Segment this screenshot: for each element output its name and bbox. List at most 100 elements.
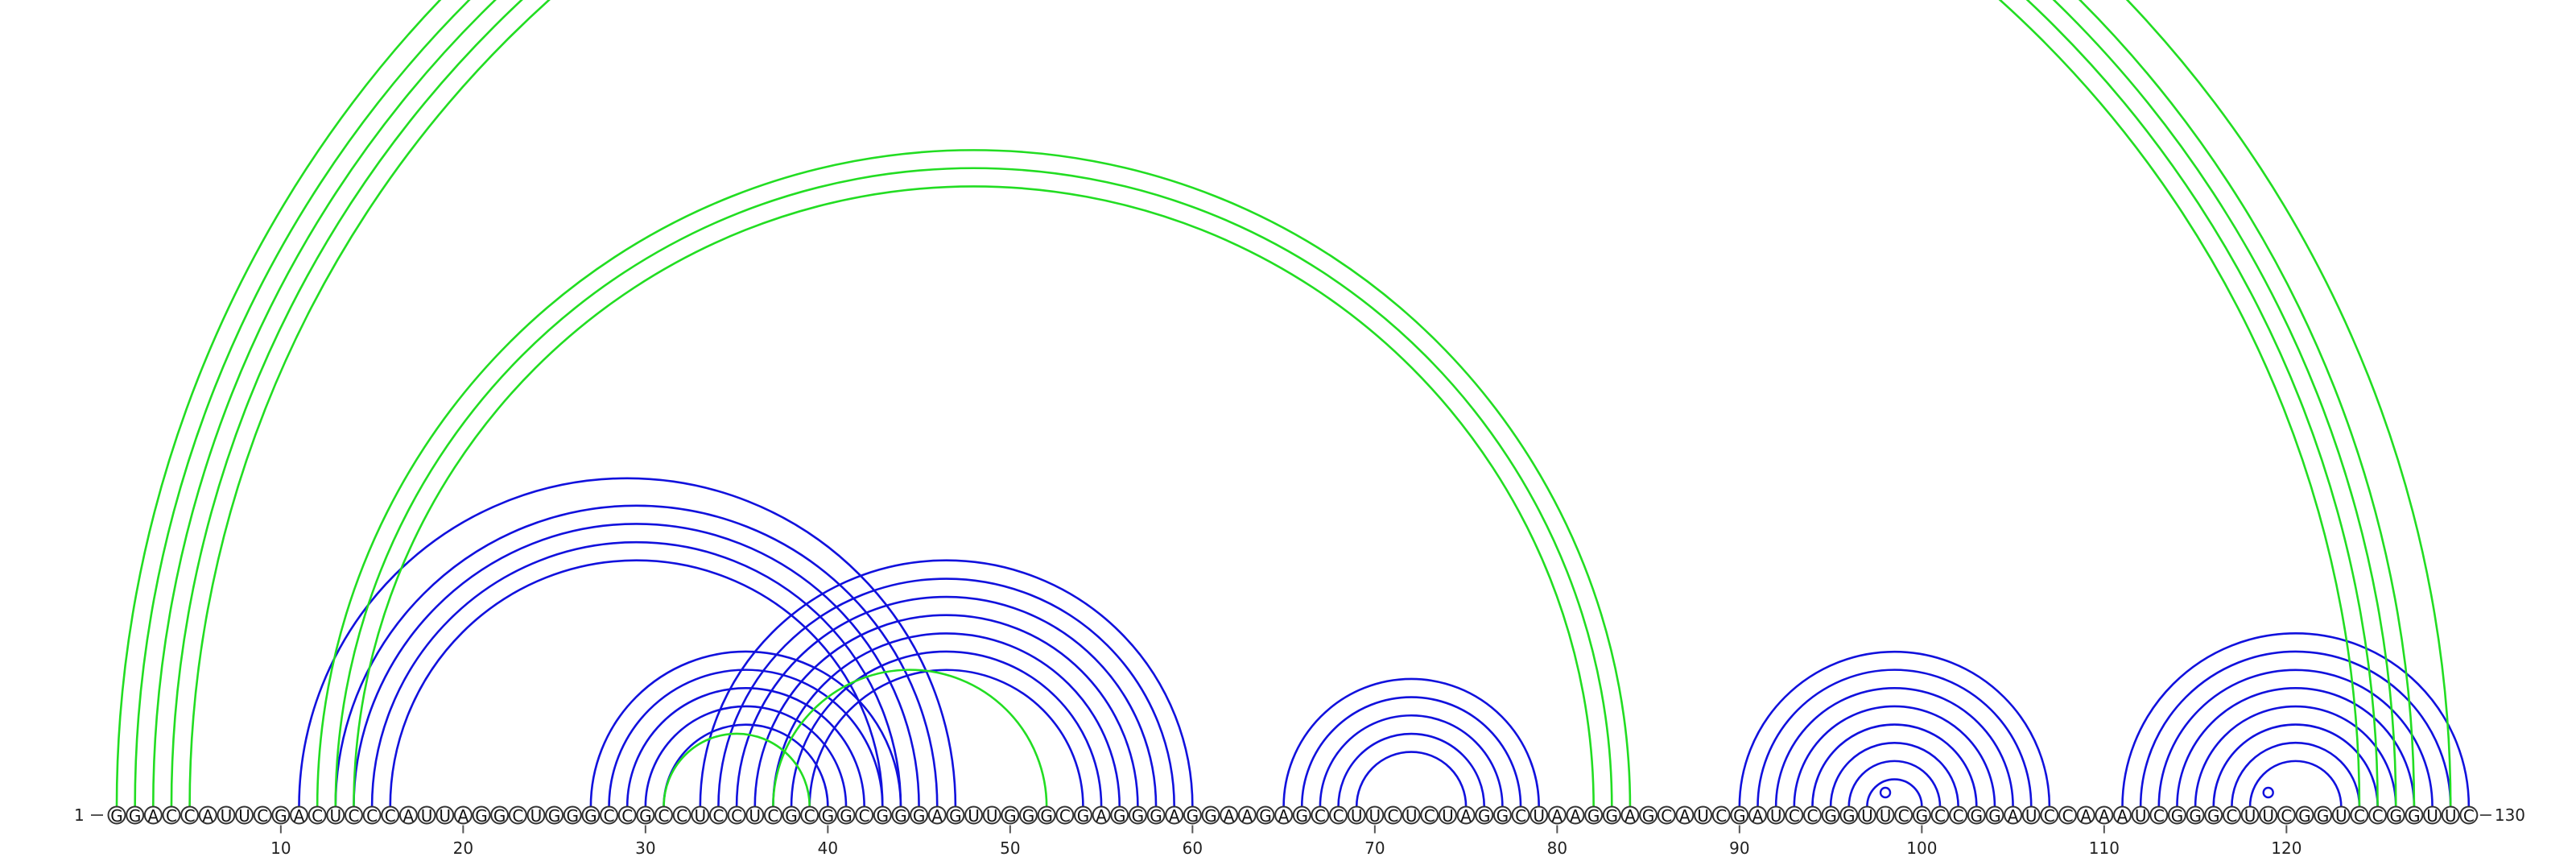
svg-text:U: U (1861, 806, 1873, 826)
tick-label-100: 100 (1906, 838, 1937, 857)
nucleotide-123: U (2331, 805, 2351, 826)
nucleotide-129: U (2441, 805, 2460, 826)
arc-a-94-103 (1811, 723, 1978, 807)
nucleotide-34: C (708, 805, 728, 826)
nucleotide-68: C (1329, 805, 1348, 826)
svg-text:C: C (2354, 806, 2365, 826)
svg-text:U: U (2445, 806, 2457, 826)
nucleotide-75: A (1456, 805, 1476, 826)
svg-text:C: C (604, 806, 615, 826)
svg-text:C: C (2062, 806, 2074, 826)
nucleotide-69: U (1347, 805, 1366, 826)
nucleotide-76: G (1475, 805, 1494, 826)
svg-text:G: G (1587, 806, 1600, 826)
svg-text:U: U (1369, 806, 1381, 826)
svg-text:U: U (694, 806, 706, 826)
nucleotide-122: G (2314, 805, 2333, 826)
arc-a-118-123 (2248, 760, 2343, 807)
svg-text:C: C (1661, 806, 1672, 826)
nucleotide-8: U (235, 805, 254, 826)
svg-text:C: C (1515, 806, 1526, 826)
nucleotide-85: G (1639, 805, 1658, 826)
svg-text:G: G (1296, 806, 1309, 826)
svg-text:C: C (712, 806, 724, 826)
nucleotide-44: G (891, 805, 910, 826)
nucleotide-21: G (472, 805, 491, 826)
svg-text:G: G (1187, 806, 1199, 826)
nucleotide-42: C (855, 805, 874, 826)
svg-text:A: A (931, 806, 943, 826)
unpaired-marker-119 (2262, 786, 2274, 799)
nucleotide-91: A (1748, 805, 1767, 826)
svg-text:A: A (1278, 806, 1290, 826)
nucleotide-11: A (290, 805, 308, 826)
svg-text:G: G (1988, 806, 2001, 826)
svg-text:C: C (385, 806, 396, 826)
nucleotide-125: C (2368, 805, 2388, 826)
svg-text:C: C (621, 806, 633, 826)
svg-text:C: C (512, 806, 523, 826)
nucleotide-74: U (1438, 805, 1457, 826)
nucleotide-1: G (107, 805, 126, 826)
svg-text:U: U (2244, 806, 2256, 826)
svg-text:G: G (840, 806, 852, 826)
nucleotide-100: G (1912, 805, 1931, 826)
svg-text:C: C (2372, 806, 2384, 826)
nucleotide-15: C (362, 805, 382, 826)
svg-text:U: U (1406, 806, 1418, 826)
nucleotide-113: C (2149, 805, 2169, 826)
nucleotide-33: U (691, 805, 710, 826)
svg-text:A: A (2099, 806, 2110, 826)
nucleotide-70: U (1365, 805, 1385, 826)
arc-a-95-102 (1829, 741, 1959, 807)
nucleotide-97: U (1857, 805, 1876, 826)
tick-label-40: 40 (818, 838, 838, 857)
svg-text:G: G (2408, 806, 2421, 826)
svg-text:G: G (1971, 806, 1984, 826)
svg-text:C: C (257, 806, 268, 826)
arc-b-13-83 (334, 167, 1613, 807)
svg-text:G: G (2390, 806, 2403, 826)
nucleotide-10: G (271, 805, 291, 826)
svg-text:G: G (913, 806, 926, 826)
arc-a-38-55 (790, 650, 1103, 807)
svg-text:C: C (1388, 806, 1399, 826)
arc-a-39-54 (808, 669, 1084, 807)
nucleotide-7: U (217, 805, 236, 826)
nucleotide-108: C (2058, 805, 2078, 826)
tick-label-30: 30 (635, 838, 655, 857)
nucleotide-54: G (1073, 805, 1092, 826)
arc-a-113-128 (2157, 669, 2434, 807)
svg-text:U: U (2335, 806, 2347, 826)
nucleotide-67: C (1311, 805, 1330, 826)
svg-text:U: U (986, 806, 998, 826)
svg-text:G: G (1132, 806, 1145, 826)
nucleotide-121: G (2295, 805, 2314, 826)
nucleotide-49: U (982, 805, 1001, 826)
nucleotide-81: A (1566, 805, 1585, 826)
nucleotide-79: U (1530, 805, 1549, 826)
nucleotide-53: C (1055, 805, 1075, 826)
nucleotide-40: G (818, 805, 837, 826)
nucleotide-105: A (2004, 805, 2023, 826)
svg-text:C: C (2281, 806, 2292, 826)
arc-a-30-41 (644, 705, 848, 807)
nucleotide-82: G (1584, 805, 1604, 826)
svg-text:G: G (548, 806, 561, 826)
svg-text:C: C (658, 806, 670, 826)
svg-text:U: U (968, 806, 980, 826)
nucleotide-56: G (1110, 805, 1129, 826)
tick-label-10: 10 (270, 838, 291, 857)
arc-b-4-125 (170, 0, 2379, 807)
tick-label-50: 50 (1000, 838, 1020, 857)
nucleotide-58: G (1146, 805, 1166, 826)
nucleotide-45: G (910, 805, 929, 826)
svg-text:U: U (1351, 806, 1363, 826)
nucleotide-26: G (563, 805, 582, 826)
arc-a-37-56 (772, 632, 1121, 807)
nucleotide-25: G (545, 805, 564, 826)
nucleotide-59: A (1165, 805, 1184, 826)
arc-a-31-40 (663, 723, 829, 807)
arc-b-31-39 (663, 732, 811, 807)
